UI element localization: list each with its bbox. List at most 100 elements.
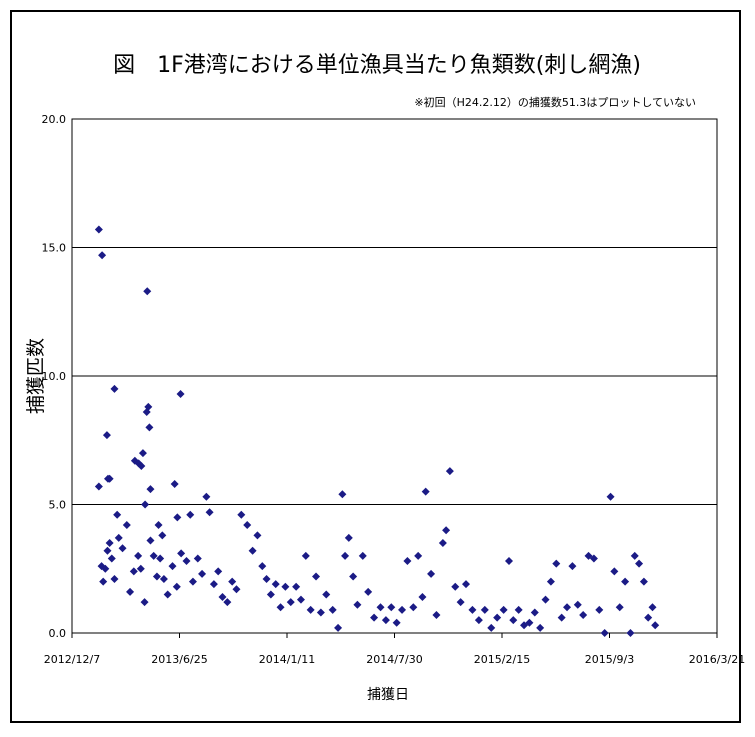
data-point — [202, 492, 211, 501]
data-point — [568, 562, 577, 571]
y-tick-label: 15.0 — [42, 242, 67, 255]
x-tick-label: 2016/3/21 — [689, 653, 745, 666]
data-point — [159, 575, 168, 584]
x-tick-label: 2015/2/15 — [474, 653, 530, 666]
data-point — [146, 485, 155, 494]
data-point — [186, 510, 195, 519]
y-tick-label: 10.0 — [42, 370, 67, 383]
data-point — [134, 551, 143, 560]
data-point — [644, 613, 653, 622]
data-point — [146, 536, 155, 545]
data-point — [105, 539, 114, 548]
data-point — [253, 531, 262, 540]
data-point — [126, 587, 135, 596]
data-point — [651, 621, 660, 630]
data-point — [403, 557, 412, 566]
data-point — [595, 605, 604, 614]
data-point — [338, 490, 347, 499]
data-point — [163, 590, 172, 599]
data-point — [214, 567, 223, 576]
y-axis-label: 捕獲匹数 — [25, 338, 47, 414]
data-point — [141, 500, 150, 509]
data-point — [140, 598, 149, 607]
data-point — [334, 623, 343, 632]
data-point — [281, 582, 290, 591]
data-point — [306, 605, 315, 614]
data-point — [248, 546, 257, 555]
data-point — [198, 569, 207, 578]
data-point — [563, 603, 572, 612]
data-point — [113, 510, 122, 519]
data-point — [418, 593, 427, 602]
data-point — [630, 551, 639, 560]
data-point — [648, 603, 657, 612]
data-point — [286, 598, 295, 607]
data-point — [341, 551, 350, 560]
data-point — [99, 577, 108, 586]
data-point — [152, 572, 161, 581]
data-point — [276, 603, 285, 612]
data-point — [432, 611, 441, 620]
data-point — [205, 508, 214, 517]
data-point — [364, 587, 373, 596]
data-point — [223, 598, 232, 607]
x-tick-label: 2012/12/7 — [44, 653, 100, 666]
data-point — [143, 287, 152, 296]
data-point — [626, 629, 635, 637]
data-point — [344, 533, 353, 542]
data-point — [98, 251, 107, 260]
data-point — [387, 603, 396, 612]
data-point — [358, 551, 367, 560]
data-point — [110, 575, 119, 584]
x-tick-label: 2015/9/3 — [585, 653, 634, 666]
data-point — [107, 554, 116, 563]
data-point — [103, 546, 112, 555]
data-point — [621, 577, 630, 586]
data-point — [468, 605, 477, 614]
data-point — [158, 531, 167, 540]
data-point — [414, 551, 423, 560]
data-point — [177, 549, 186, 558]
data-point — [442, 526, 451, 535]
data-point — [122, 521, 131, 530]
data-point — [237, 510, 246, 519]
data-point — [101, 564, 110, 573]
data-point — [445, 467, 454, 476]
data-point — [514, 605, 523, 614]
data-point — [536, 623, 545, 632]
data-point — [168, 562, 177, 571]
data-point — [118, 544, 127, 553]
data-point — [138, 449, 147, 458]
data-point — [615, 603, 624, 612]
data-point — [546, 577, 555, 586]
data-point — [392, 618, 401, 627]
data-point — [493, 613, 502, 622]
data-point — [172, 582, 181, 591]
data-point — [176, 389, 185, 398]
data-point — [232, 585, 241, 594]
data-point — [381, 616, 390, 625]
data-point — [243, 521, 252, 530]
chart-note: ※初回（H24.2.12）の捕獲数51.3はプロットしていない — [414, 95, 696, 109]
data-point — [541, 595, 550, 604]
data-point — [499, 605, 508, 614]
data-point — [129, 567, 138, 576]
data-point — [182, 557, 191, 566]
data-point — [137, 461, 146, 470]
data-point — [136, 564, 145, 573]
data-point — [271, 580, 280, 589]
data-point — [156, 554, 165, 563]
data-point — [316, 608, 325, 617]
data-point — [94, 225, 103, 234]
data-point — [606, 492, 615, 501]
data-point — [474, 616, 483, 625]
data-point — [94, 482, 103, 491]
data-point — [525, 618, 534, 627]
data-point — [639, 577, 648, 586]
x-tick-label: 2014/7/30 — [366, 653, 422, 666]
data-point — [154, 521, 163, 530]
data-point — [451, 582, 460, 591]
data-point — [530, 608, 539, 617]
data-point — [421, 487, 430, 496]
